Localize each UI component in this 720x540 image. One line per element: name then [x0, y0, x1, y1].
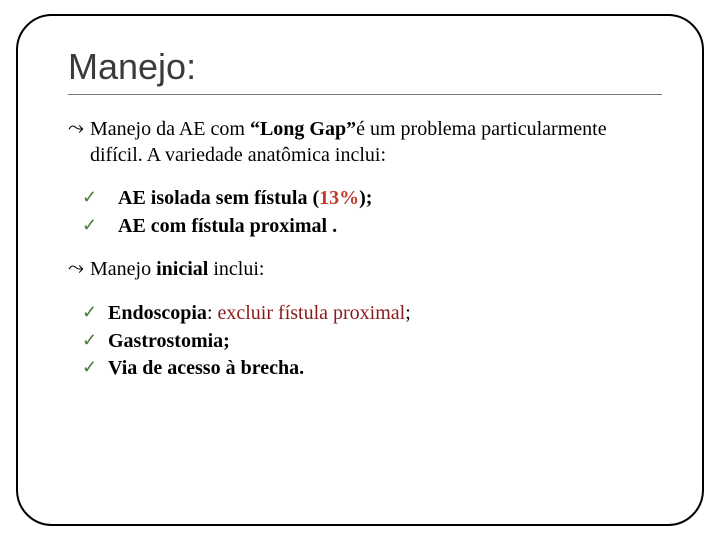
check-2a-text: Endoscopia: excluir fístula proximal;	[108, 301, 662, 327]
title-underline	[68, 94, 662, 95]
curl-bullet-icon: ⤳	[68, 117, 84, 168]
c2a-sep: :	[207, 302, 218, 324]
checklist-2: ✓ Endoscopia: excluir fístula proximal; …	[82, 301, 662, 382]
check-icon: ✓	[82, 329, 108, 355]
c2a-bold: Endoscopia	[108, 302, 207, 324]
c2a-post: ;	[405, 302, 411, 324]
p2-bold: inicial	[156, 258, 208, 280]
check-item-1a: ✓ AE isolada sem fístula (13%);	[82, 186, 662, 212]
curl-bullet-icon: ⤳	[68, 257, 84, 283]
c2b-text: Gastrostomia;	[108, 329, 662, 355]
checklist-1: ✓ AE isolada sem fístula (13%); ✓ AE com…	[82, 186, 662, 239]
slide-title: Manejo:	[68, 46, 662, 88]
paragraph-2: ⤳ Manejo inicial inclui:	[68, 257, 662, 283]
p1-bold: “Long Gap”	[250, 118, 356, 140]
paragraph-1: ⤳ Manejo da AE com “Long Gap”é um proble…	[68, 117, 662, 168]
c1a-red: 13%	[319, 187, 359, 209]
c1b-text: AE com fístula proximal .	[108, 214, 662, 240]
check-item-2a: ✓ Endoscopia: excluir fístula proximal;	[82, 301, 662, 327]
check-item-2b: ✓ Gastrostomia;	[82, 329, 662, 355]
check-item-2c: ✓ Via de acesso à brecha.	[82, 356, 662, 382]
check-icon: ✓	[82, 214, 108, 240]
c1a-pre: AE isolada sem fístula (	[118, 187, 319, 209]
check-icon: ✓	[82, 356, 108, 382]
paragraph-2-text: Manejo inicial inclui:	[90, 257, 662, 283]
p1-pre: Manejo da AE com	[90, 118, 250, 140]
check-item-1b: ✓ AE com fístula proximal .	[82, 214, 662, 240]
c2a-brown: excluir fístula proximal	[218, 302, 406, 324]
paragraph-1-text: Manejo da AE com “Long Gap”é um problema…	[90, 117, 662, 168]
check-icon: ✓	[82, 186, 108, 212]
c1a-post: );	[359, 187, 372, 209]
slide-frame: Manejo: ⤳ Manejo da AE com “Long Gap”é u…	[16, 14, 704, 526]
p2-post: inclui:	[208, 258, 264, 280]
check-icon: ✓	[82, 301, 108, 327]
slide-content: ⤳ Manejo da AE com “Long Gap”é um proble…	[68, 117, 662, 382]
check-1a-text: AE isolada sem fístula (13%);	[108, 186, 662, 212]
c2c-text: Via de acesso à brecha.	[108, 356, 662, 382]
p2-pre: Manejo	[90, 258, 156, 280]
